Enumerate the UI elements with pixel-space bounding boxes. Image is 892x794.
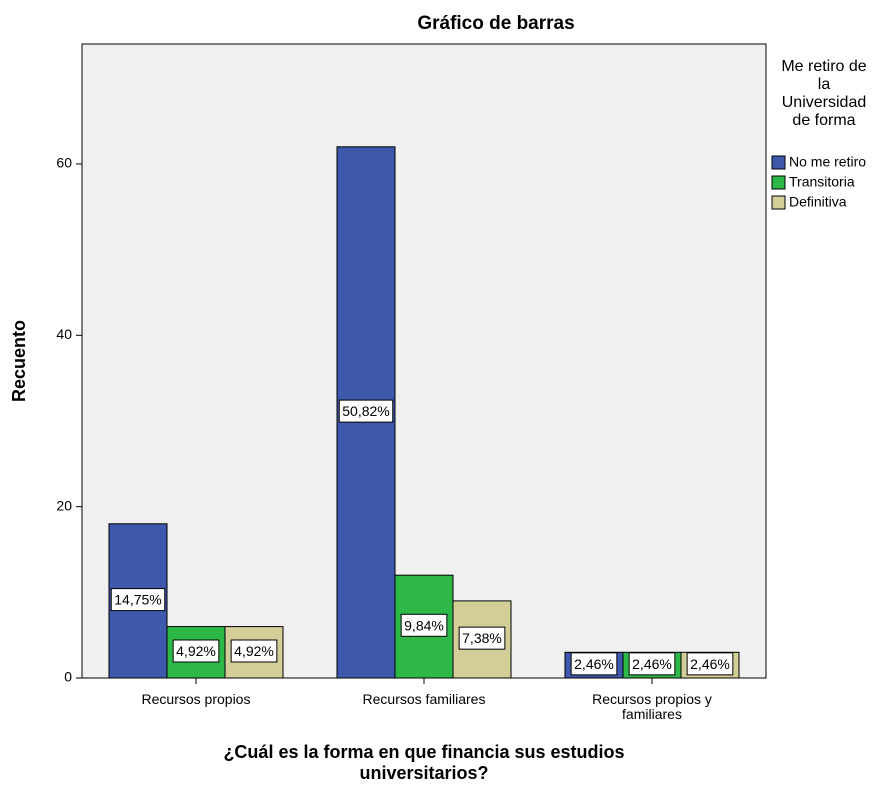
legend-label: No me retiro: [789, 154, 866, 170]
value-label: 14,75%: [114, 592, 161, 608]
legend-label: Definitiva: [789, 194, 847, 210]
value-label: 2,46%: [632, 656, 672, 672]
value-label: 7,38%: [462, 630, 502, 646]
y-tick-label: 20: [56, 497, 72, 513]
value-label: 4,92%: [234, 643, 274, 659]
x-axis-label: ¿Cuál es la forma en que financia sus es…: [223, 742, 625, 783]
value-label: 9,84%: [404, 617, 444, 633]
x-tick-label: Recursos familiares: [362, 691, 486, 707]
x-tick-label: Recursos propios: [141, 691, 251, 707]
value-label-box: [338, 399, 394, 423]
value-label-box: [686, 652, 734, 676]
value-label: 2,46%: [690, 656, 730, 672]
y-axis-label: Recuento: [9, 320, 29, 402]
value-label: 2,46%: [574, 656, 614, 672]
value-label-box: [172, 639, 220, 663]
value-label-box: [570, 652, 618, 676]
legend-swatch: [771, 175, 786, 190]
chart-title: Gráfico de barras: [417, 13, 574, 34]
plot-area: [81, 43, 767, 679]
y-tick-label: 60: [56, 155, 72, 171]
legend-label: Transitoria: [789, 174, 855, 190]
legend-swatch: [771, 155, 786, 170]
y-tick-label: 0: [64, 669, 72, 685]
value-label: 4,92%: [176, 643, 216, 659]
value-label-box: [400, 613, 448, 637]
x-tick-label: Recursos propios y familiares: [592, 691, 712, 722]
value-label-box: [110, 588, 166, 612]
value-label-box: [458, 626, 506, 650]
y-tick-label: 40: [56, 326, 72, 342]
legend-title: Me retiro de la Universidad de forma: [781, 58, 867, 129]
legend-swatch: [771, 195, 786, 210]
value-label: 50,82%: [342, 403, 389, 419]
value-label-box: [230, 639, 278, 663]
value-label-box: [628, 652, 676, 676]
